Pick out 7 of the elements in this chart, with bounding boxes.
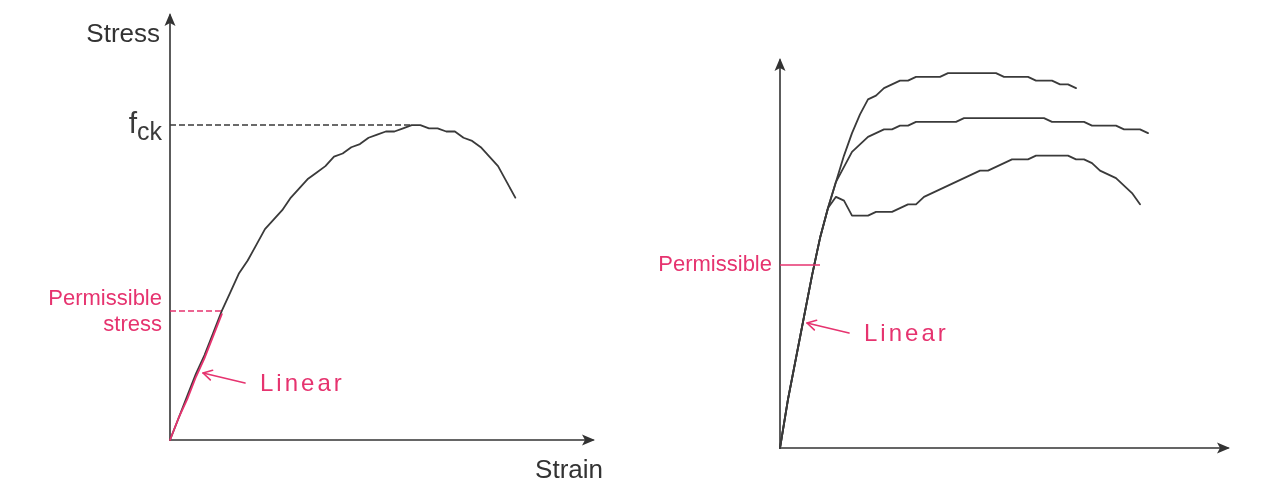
ref-line-label: Permissible [658, 251, 772, 278]
ref-line-label: f$_{ck}$ [128, 104, 162, 146]
x-axis-title: Strain [535, 454, 603, 484]
y-axis-title: Stress [86, 18, 160, 48]
ref-line-label: Permissible stress [47, 284, 162, 338]
annotation: Linear [260, 368, 345, 398]
annotation: Linear [864, 318, 949, 348]
